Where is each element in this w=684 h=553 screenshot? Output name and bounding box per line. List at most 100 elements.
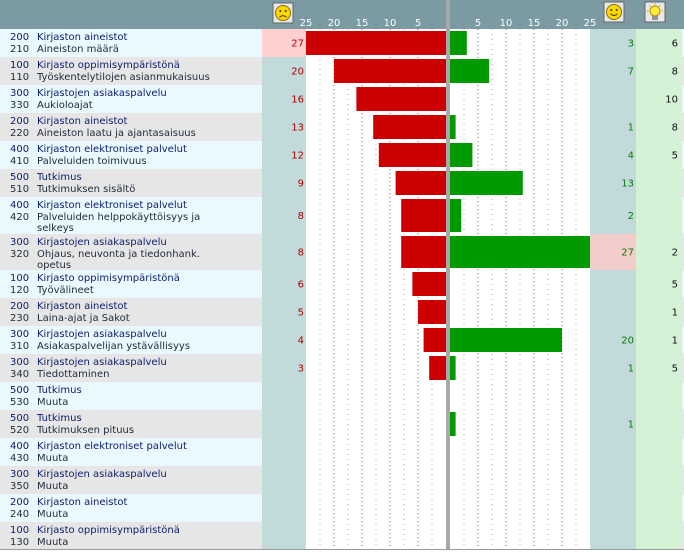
negative-count: 13	[291, 123, 304, 134]
row-subcategory: Asiakaspalvelijan ystävällisyys	[37, 341, 190, 352]
suggestion-count: 5	[672, 280, 678, 291]
row-category: Kirjastojen asiakaspalvelu	[37, 329, 167, 340]
row-subcode: 210	[10, 44, 29, 55]
positive-count: 1	[628, 420, 634, 431]
row-category: Kirjaston aineistot	[37, 32, 128, 43]
negative-bar	[401, 236, 446, 268]
header-bar	[0, 0, 684, 29]
suggestion-count: 5	[672, 364, 678, 375]
positive-count: 2	[628, 211, 634, 222]
tick-label-left: 20	[328, 18, 341, 29]
row-subcategory: Tutkimuksen sisältö	[36, 184, 135, 195]
row-code: 500	[10, 172, 29, 183]
negative-count: 16	[291, 95, 304, 106]
row-subcode: 410	[10, 156, 29, 167]
row-subcode: 420	[10, 212, 29, 223]
suggestion-count: 8	[672, 67, 678, 78]
pos-plot-cell	[450, 438, 590, 466]
pos-plot-cell	[450, 197, 590, 234]
row-subcode: 350	[10, 481, 29, 492]
positive-bar	[450, 328, 562, 352]
negative-bar	[401, 199, 446, 232]
row-category: Kirjaston elektroniset palvelut	[37, 441, 187, 452]
row-subcode: 310	[10, 341, 29, 352]
tick-label-right: 5	[475, 18, 481, 29]
tick-label-right: 10	[500, 18, 513, 29]
row-code: 300	[10, 469, 29, 480]
sad-face-icon	[272, 2, 294, 24]
row-code: 100	[10, 273, 29, 284]
positive-count: 1	[628, 364, 634, 375]
row-code: 400	[10, 144, 29, 155]
pos-plot-cell	[450, 522, 590, 550]
row-code: 200	[10, 116, 29, 127]
row-subcategory-cont: opetus	[37, 260, 71, 271]
row-subcategory: Laina-ajat ja Sakot	[37, 313, 130, 324]
row-code: 100	[10, 60, 29, 71]
row-subcategory: Ohjaus, neuvonta ja tiedonhank.	[37, 249, 200, 260]
negative-bar	[373, 115, 446, 139]
row-category: Kirjastojen asiakaspalvelu	[37, 357, 167, 368]
row-subcategory: Työvälineet	[36, 285, 94, 296]
neg-count-column	[262, 29, 306, 549]
row-subcode: 330	[10, 100, 29, 111]
row-subcategory: Aineiston laatu ja ajantasaisuus	[37, 128, 196, 139]
negative-bar	[378, 143, 446, 167]
positive-bar	[450, 115, 456, 139]
positive-count: 7	[628, 67, 634, 78]
row-category: Kirjastojen asiakaspalvelu	[37, 88, 167, 99]
row-subcode: 130	[10, 537, 29, 548]
pos-count-column	[590, 29, 636, 549]
negative-bar	[395, 171, 446, 195]
positive-bar	[450, 356, 456, 380]
suggestion-count: 6	[672, 39, 678, 50]
positive-bar	[450, 199, 462, 232]
neg-count-highlight	[262, 29, 306, 57]
negative-count: 6	[298, 280, 304, 291]
negative-bar	[412, 272, 446, 296]
pos-plot-cell	[450, 354, 590, 382]
row-subcategory: Työskentelytilojen asianmukaisuus	[36, 72, 210, 83]
row-subcategory: Tutkimuksen pituus	[36, 425, 134, 436]
negative-count: 8	[298, 248, 304, 259]
positive-bar	[450, 143, 473, 167]
negative-bar	[356, 87, 446, 111]
negative-count: 8	[298, 211, 304, 222]
row-category: Kirjasto oppimisympäristönä	[37, 273, 180, 284]
suggestion-count: 1	[672, 336, 678, 347]
positive-bar	[450, 236, 590, 268]
neg-plot-cell	[306, 354, 446, 382]
row-subcode: 240	[10, 509, 29, 520]
tick-label-right: 15	[528, 18, 541, 29]
row-code: 300	[10, 329, 29, 340]
row-subcode: 510	[10, 184, 29, 195]
tick-label-left: 5	[415, 18, 421, 29]
lightbulb-icon	[644, 1, 666, 23]
positive-count: 20	[621, 336, 634, 347]
row-subcategory: Muuta	[37, 509, 68, 520]
center-divider	[446, 0, 450, 549]
suggestion-count: 5	[672, 151, 678, 162]
row-subcode: 110	[10, 72, 29, 83]
pos-count-highlight	[590, 234, 636, 270]
idea-count-column	[636, 29, 682, 549]
suggestion-count: 1	[672, 308, 678, 319]
row-subcategory: Tiedottaminen	[36, 369, 110, 380]
negative-bar	[429, 356, 446, 380]
row-subcategory: Muuta	[37, 537, 68, 548]
neg-plot-cell	[306, 382, 446, 410]
row-category: Kirjasto oppimisympäristönä	[37, 60, 180, 71]
row-category: Kirjaston elektroniset palvelut	[37, 200, 187, 211]
tick-label-left: 15	[356, 18, 369, 29]
tick-label-right: 20	[556, 18, 569, 29]
negative-count: 9	[298, 179, 304, 190]
positive-count: 27	[621, 248, 634, 259]
happy-face-icon	[603, 1, 625, 23]
row-category: Kirjaston aineistot	[37, 301, 128, 312]
row-subcategory: Muuta	[37, 453, 68, 464]
negative-bar	[423, 328, 446, 352]
row-category: Kirjastojen asiakaspalvelu	[37, 469, 167, 480]
row-subcode: 320	[10, 249, 29, 260]
negative-count: 5	[298, 308, 304, 319]
